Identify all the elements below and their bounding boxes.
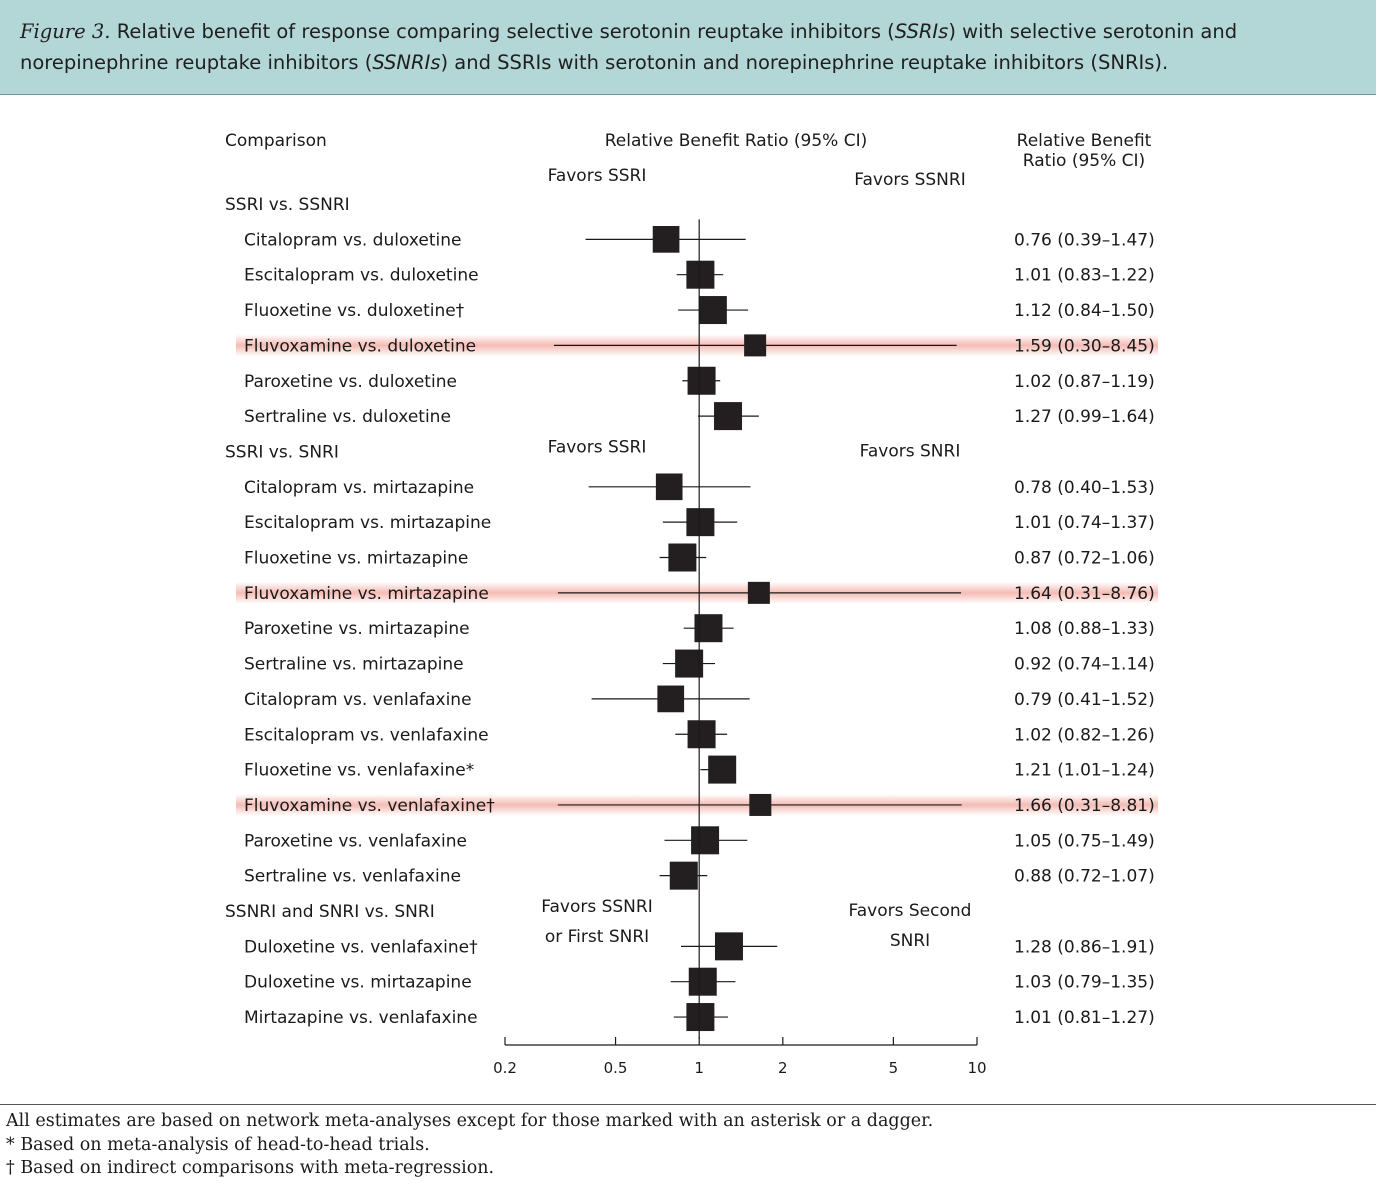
figure-title-part-2: ) with selective serotonin and (948, 20, 1238, 43)
point-marker (675, 649, 704, 678)
ratio-value: 1.05 (0.75–1.49) (1014, 831, 1155, 851)
favors-left-label: or First SNRI (545, 927, 649, 947)
favors-right-label: Favors SNRI (860, 441, 961, 461)
row-label: Paroxetine vs. mirtazapine (244, 619, 470, 639)
ratio-value: 0.87 (0.72–1.06) (1014, 549, 1155, 569)
figure-label: Figure 3. (20, 20, 111, 43)
point-marker (744, 334, 767, 357)
figure-title-part-3: norepinephrine reuptake inhibitors ( (20, 51, 373, 74)
row-label: Fluvoxamine vs. mirtazapine (244, 584, 489, 604)
ratio-value: 1.01 (0.74–1.37) (1014, 513, 1155, 533)
ratio-value: 1.66 (0.31–8.81) (1014, 796, 1155, 816)
favors-right-label: SNRI (890, 931, 930, 951)
row-label: Citalopram vs. mirtazapine (244, 478, 474, 498)
figure-title-line-1: Figure 3. Relative benefit of response c… (20, 16, 1356, 47)
point-marker (714, 402, 743, 431)
figure-title-abbr-ssris: SSRIs (894, 20, 949, 43)
forest-chart: SSRI vs. SSNRI Favors SSRI Favors SSNRI Cit… (225, 166, 1155, 1077)
forest-plot: Comparison Relative Benefit Ratio (95% C… (225, 131, 1158, 1077)
group-label: SSRI vs. SSNRI (225, 195, 350, 215)
ratio-value: 0.92 (0.74–1.14) (1014, 655, 1155, 675)
ratio-value: 1.02 (0.82–1.26) (1014, 725, 1155, 745)
point-marker (669, 861, 698, 890)
row-label: Sertraline vs. duloxetine (244, 407, 451, 427)
ratio-value: 1.28 (0.86–1.91) (1014, 937, 1155, 957)
row-label: Paroxetine vs. venlafaxine (244, 831, 467, 851)
row-label: Escitalopram vs. mirtazapine (244, 513, 491, 533)
row-label: Sertraline vs. venlafaxine (244, 867, 461, 887)
x-tick-label: 10 (967, 1059, 986, 1077)
ratio-value: 1.03 (0.79–1.35) (1014, 973, 1155, 993)
favors-right-label: Favors Second (849, 901, 972, 921)
ratio-value: 1.59 (0.30–8.45) (1014, 336, 1155, 356)
ratio-value: 1.64 (0.31–8.76) (1014, 584, 1155, 604)
row-label: Mirtazapine vs. venlafaxine (244, 1008, 478, 1028)
ratio-value: 1.12 (0.84–1.50) (1014, 301, 1155, 321)
row-label: Escitalopram vs. venlafaxine (244, 725, 489, 745)
ratio-value: 1.02 (0.87–1.19) (1014, 372, 1155, 392)
x-tick-label: 1 (694, 1059, 704, 1077)
row-label: Citalopram vs. venlafaxine (244, 690, 472, 710)
column-header-comparison: Comparison (225, 131, 327, 151)
footnote-asterisk: * Based on meta-analysis of head-to-head… (6, 1134, 430, 1155)
figure-title-part-1: Relative benefit of response comparing s… (116, 20, 895, 43)
ratio-value: 0.78 (0.40–1.53) (1014, 478, 1155, 498)
favors-left-label: Favors SSRI (548, 437, 647, 457)
ratio-value: 1.01 (0.83–1.22) (1014, 266, 1155, 286)
row-label: Fluoxetine vs. mirtazapine (244, 549, 468, 569)
x-tick-label: 5 (889, 1059, 899, 1077)
x-tick-label: 0.2 (493, 1059, 517, 1077)
group-label: SSRI vs. SNRI (225, 442, 339, 462)
row-label: Fluvoxamine vs. venlafaxine† (244, 796, 495, 816)
column-header-ratio-text-line-1: Relative Benefit (1017, 131, 1152, 151)
favors-left-label: Favors SSRI (548, 166, 647, 186)
point-marker (655, 473, 683, 501)
column-header-ratio-text-line-2: Ratio (95% CI) (1023, 151, 1145, 171)
group-label: SSNRI and SNRI vs. SNRI (225, 902, 435, 922)
point-marker (687, 720, 716, 749)
row-label: Duloxetine vs. mirtazapine (244, 973, 472, 993)
row-label: Duloxetine vs. venlafaxine† (244, 937, 478, 957)
column-header-ratio-plot: Relative Benefit Ratio (95% CI) (605, 131, 867, 151)
footnote-general: All estimates are based on network meta-… (6, 1111, 934, 1131)
footnote-dagger: † Based on indirect comparisons with met… (6, 1158, 495, 1178)
point-marker (686, 1003, 715, 1032)
row-label: Fluvoxamine vs. duloxetine (244, 336, 476, 356)
x-tick-label: 0.5 (604, 1059, 628, 1077)
point-marker (686, 508, 715, 537)
ratio-value: 1.01 (0.81–1.27) (1014, 1008, 1155, 1028)
figure-title-part-4: ) and SSRIs with serotonin and norepinep… (440, 51, 1169, 74)
row-label: Fluoxetine vs. venlafaxine* (244, 761, 474, 781)
figure-header: Figure 3. Relative benefit of response c… (0, 0, 1376, 95)
figure-title-abbr-ssnris: SSNRIs (372, 51, 441, 74)
ratio-value: 0.88 (0.72–1.07) (1014, 867, 1155, 887)
favors-right-label: Favors SSNRI (854, 170, 965, 190)
point-marker (657, 685, 685, 713)
ratio-value: 0.79 (0.41–1.52) (1014, 690, 1155, 710)
row-label: Fluoxetine vs. duloxetine† (244, 301, 465, 321)
point-marker (749, 793, 772, 816)
point-marker (686, 260, 715, 289)
row-label: Escitalopram vs. duloxetine (244, 266, 479, 286)
ratio-value: 1.27 (0.99–1.64) (1014, 407, 1155, 427)
figure-title-line-2: norepinephrine reuptake inhibitors (SSNR… (20, 47, 1356, 78)
row-label: Citalopram vs. duloxetine (244, 230, 461, 250)
row-label: Sertraline vs. mirtazapine (244, 655, 464, 675)
point-marker (668, 543, 697, 572)
point-marker (714, 932, 743, 961)
favors-left-label: Favors SSNRI (541, 897, 652, 917)
point-marker (698, 296, 727, 325)
point-marker (688, 967, 717, 996)
point-marker (747, 581, 770, 604)
point-marker (691, 826, 720, 855)
footnotes: All estimates are based on network meta-… (0, 1104, 1376, 1181)
point-marker (687, 366, 716, 395)
point-marker (652, 226, 680, 253)
ratio-value: 0.76 (0.39–1.47) (1014, 230, 1155, 250)
x-tick-label: 2 (778, 1059, 788, 1077)
row-label: Paroxetine vs. duloxetine (244, 372, 457, 392)
point-marker (708, 755, 737, 784)
ratio-value: 1.08 (0.88–1.33) (1014, 619, 1155, 639)
ratio-value: 1.21 (1.01–1.24) (1014, 761, 1155, 781)
